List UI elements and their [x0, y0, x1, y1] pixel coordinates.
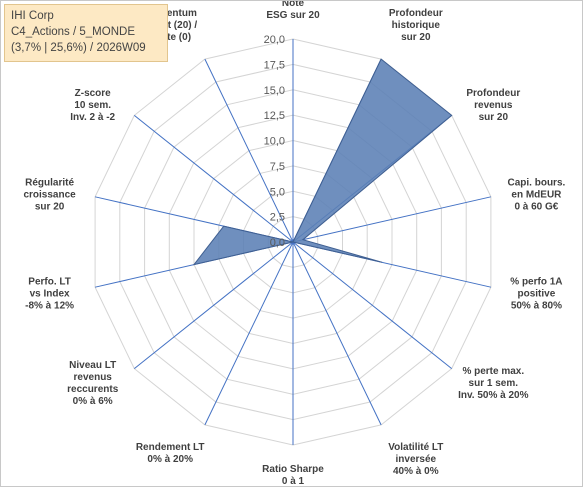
info-category: C4_Actions / 5_MONDE — [11, 26, 135, 38]
tick-label-6: 15,0 — [264, 85, 285, 97]
axis-label-4: % perfo 1A positive 50% à 80% — [510, 277, 562, 312]
axis-label-8: Rendement LT 0% à 20% — [136, 442, 205, 465]
axis-label-6: Volatilité LT inversée 40% à 0% — [388, 442, 443, 477]
axis-label-5: % perte max. sur 1 sem. Inv. 50% à 20% — [458, 366, 529, 401]
axis-labels: Note ESG sur 20 Profondeur historique sur 20… — [23, 1, 565, 487]
axis-label-1: Profondeur historique sur 20 — [389, 8, 443, 43]
spoke-12 — [133, 115, 294, 243]
radar-series — [192, 58, 453, 266]
series-area — [192, 58, 453, 266]
info-company-name: IHI Corp — [11, 10, 54, 22]
spoke-5 — [292, 241, 453, 369]
axis-label-10: Perfo. LT vs Index -8% à 12% — [25, 277, 74, 312]
axis-label-7: Ratio Sharpe 0 à 1 — [262, 464, 324, 487]
tick-label-8: 20,0 — [264, 34, 285, 46]
info-stats: (3,7% | 25,6%) / 2026W09 — [11, 42, 146, 54]
tick-label-5: 12,5 — [264, 110, 285, 122]
tick-label-0: 0,0 — [270, 237, 285, 249]
axis-label-12: Z-score 10 sem. Inv. 2 à -2 — [70, 88, 115, 123]
axis-label-0: Note ESG sur 20 — [266, 1, 320, 21]
radial-tick-labels: 0,0 2,5 5,0 7,5 10,0 12,5 15,0 17,5 20,0 — [264, 34, 285, 249]
tick-label-4: 10,0 — [264, 136, 285, 148]
tick-label-7: 17,5 — [264, 59, 285, 71]
spoke-6 — [292, 241, 382, 426]
axis-label-13: Momentum Achat (20) / Vente (0) — [143, 8, 197, 43]
tick-label-2: 5,0 — [270, 186, 285, 198]
tick-label-3: 7,5 — [270, 161, 285, 173]
spoke-8 — [204, 241, 294, 426]
info-box: IHI Corp C4_Actions / 5_MONDE (3,7% | 25… — [4, 4, 168, 62]
axis-label-3: Capi. bours. en MdEUR 0 à 60 G€ — [508, 177, 566, 212]
spoke-13 — [204, 58, 294, 243]
axis-label-11: Régularité croissance sur 20 — [23, 177, 76, 212]
tick-label-1: 2,5 — [270, 212, 285, 224]
spoke-3 — [292, 196, 492, 243]
spoke-9 — [133, 241, 294, 369]
axis-label-9: Niveau LT revenus reccurents 0% à 6% — [67, 360, 119, 407]
axis-label-2: Profondeur revenus sur 20 — [466, 88, 520, 123]
